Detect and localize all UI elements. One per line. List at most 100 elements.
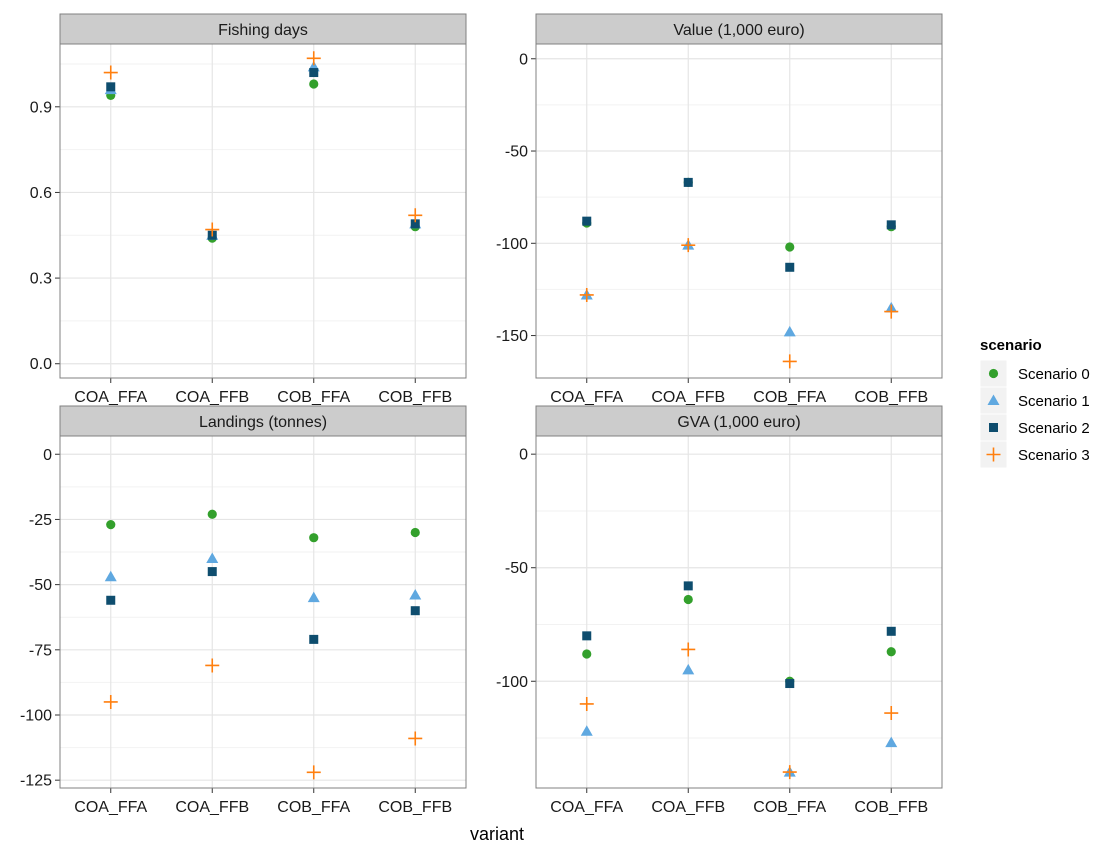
x-tick-label: COB_FFB xyxy=(854,389,928,406)
legend-label: Scenario 1 xyxy=(1018,393,1090,410)
data-point xyxy=(782,354,797,369)
x-tick-label: COA_FFA xyxy=(550,799,623,816)
data-point xyxy=(410,219,420,229)
legend-label: Scenario 2 xyxy=(1018,420,1090,437)
x-tick-label: COB_FFB xyxy=(854,799,928,816)
panel-value-1-000-euro: Value (1,000 euro) -150 -100 -50 0 COA_FFA COA… xyxy=(496,13,943,406)
x-axis-title: variant xyxy=(470,824,524,844)
data-point xyxy=(582,631,592,641)
data-point xyxy=(683,177,693,187)
y-tick-label: -100 xyxy=(496,236,528,253)
data-point xyxy=(309,79,319,89)
y-tick-label: -50 xyxy=(505,144,528,161)
data-point xyxy=(104,570,117,582)
panel-border xyxy=(59,435,467,789)
panel-border xyxy=(535,435,943,789)
y-tick-label: 0.6 xyxy=(30,185,52,202)
panel-fishing-days: Fishing days 0.0 0.3 0.6 0.9 COA_FFA COA_FFB CO… xyxy=(30,13,467,406)
legend-symbol xyxy=(989,423,998,432)
series-scenario-3 xyxy=(579,238,899,369)
panel-title: GVA (1,000 euro) xyxy=(677,414,800,431)
data-point xyxy=(783,325,796,337)
data-point xyxy=(681,642,696,657)
y-tick-label: -100 xyxy=(20,707,52,724)
y-tick-label: 0 xyxy=(43,447,52,464)
legend-title: scenario xyxy=(980,337,1042,354)
legend-item-scenario-2: Scenario 2 xyxy=(979,413,1090,442)
data-point xyxy=(408,731,423,746)
data-point xyxy=(205,222,220,237)
series-scenario-1 xyxy=(580,663,898,777)
data-point xyxy=(106,82,116,92)
series-scenario-2 xyxy=(106,567,420,644)
data-point xyxy=(785,679,795,689)
panel-background xyxy=(60,44,466,378)
panel-background xyxy=(536,44,942,378)
legend: scenario Scenario 0 Scenario 1 Scenario 2 S… xyxy=(979,337,1090,469)
legend-key xyxy=(979,359,1008,388)
legend-item-scenario-1: Scenario 1 xyxy=(979,386,1090,415)
x-tick-label: COB_FFA xyxy=(277,799,350,816)
y-tick-label: -125 xyxy=(20,773,52,790)
y-tick-label: 0 xyxy=(519,447,528,464)
y-tick-label: -25 xyxy=(29,512,52,529)
panel-strip xyxy=(59,13,467,45)
x-tick-label: COA_FFB xyxy=(175,799,249,816)
data-point xyxy=(681,238,696,253)
data-point xyxy=(579,696,594,711)
x-tick-label: COB_FFA xyxy=(753,799,826,816)
x-tick-label: COB_FFA xyxy=(277,389,350,406)
data-point xyxy=(206,552,219,564)
x-tick-label: COA_FFB xyxy=(651,799,725,816)
data-point xyxy=(886,220,896,230)
panel-landings-tonnes: Landings (tonnes) -125 -100 -75 -50 -25 0 COA_F… xyxy=(20,405,467,816)
series-scenario-0 xyxy=(106,509,420,543)
series-scenario-2 xyxy=(582,581,896,689)
legend-label: Scenario 0 xyxy=(1018,366,1090,383)
y-tick-label: -75 xyxy=(29,642,52,659)
data-point xyxy=(103,694,118,709)
data-point xyxy=(306,51,321,66)
series-scenario-3 xyxy=(103,51,423,237)
data-point xyxy=(886,626,896,636)
data-point xyxy=(309,68,319,78)
x-tick-label: COB_FFB xyxy=(378,799,452,816)
panel-background xyxy=(60,436,466,788)
data-point xyxy=(683,581,693,591)
panel-title: Value (1,000 euro) xyxy=(673,22,804,39)
data-point xyxy=(409,589,422,600)
panel-strip xyxy=(535,13,943,45)
data-point xyxy=(884,304,899,319)
x-tick-label: COA_FFB xyxy=(651,389,725,406)
data-point xyxy=(307,591,320,603)
panel-title: Fishing days xyxy=(218,22,308,39)
data-point xyxy=(207,567,217,577)
data-point xyxy=(103,65,118,80)
data-point xyxy=(785,262,795,272)
panel-border xyxy=(535,43,943,379)
data-point xyxy=(309,533,319,543)
y-tick-label: -50 xyxy=(505,560,528,577)
legend-item-scenario-0: Scenario 0 xyxy=(979,359,1090,388)
legend-label: Scenario 3 xyxy=(1018,447,1090,464)
data-point xyxy=(106,520,116,530)
y-tick-label: -100 xyxy=(496,674,528,691)
series-scenario-2 xyxy=(582,177,896,272)
data-point xyxy=(582,649,592,659)
y-tick-label: 0.0 xyxy=(30,356,52,373)
data-point xyxy=(682,663,695,675)
panel-strip xyxy=(59,405,467,437)
x-tick-label: COA_FFA xyxy=(74,389,147,406)
series-scenario-3 xyxy=(579,642,899,780)
series-scenario-3 xyxy=(103,658,423,780)
y-tick-label: 0.3 xyxy=(30,271,52,288)
data-point xyxy=(410,606,420,616)
y-tick-label: 0 xyxy=(519,51,528,68)
data-point xyxy=(579,287,594,302)
data-point xyxy=(886,647,896,657)
y-tick-label: 0.9 xyxy=(30,99,52,116)
data-point xyxy=(309,634,319,644)
x-tick-label: COA_FFA xyxy=(74,799,147,816)
y-tick-label: -150 xyxy=(496,328,528,345)
x-tick-label: COB_FFA xyxy=(753,389,826,406)
